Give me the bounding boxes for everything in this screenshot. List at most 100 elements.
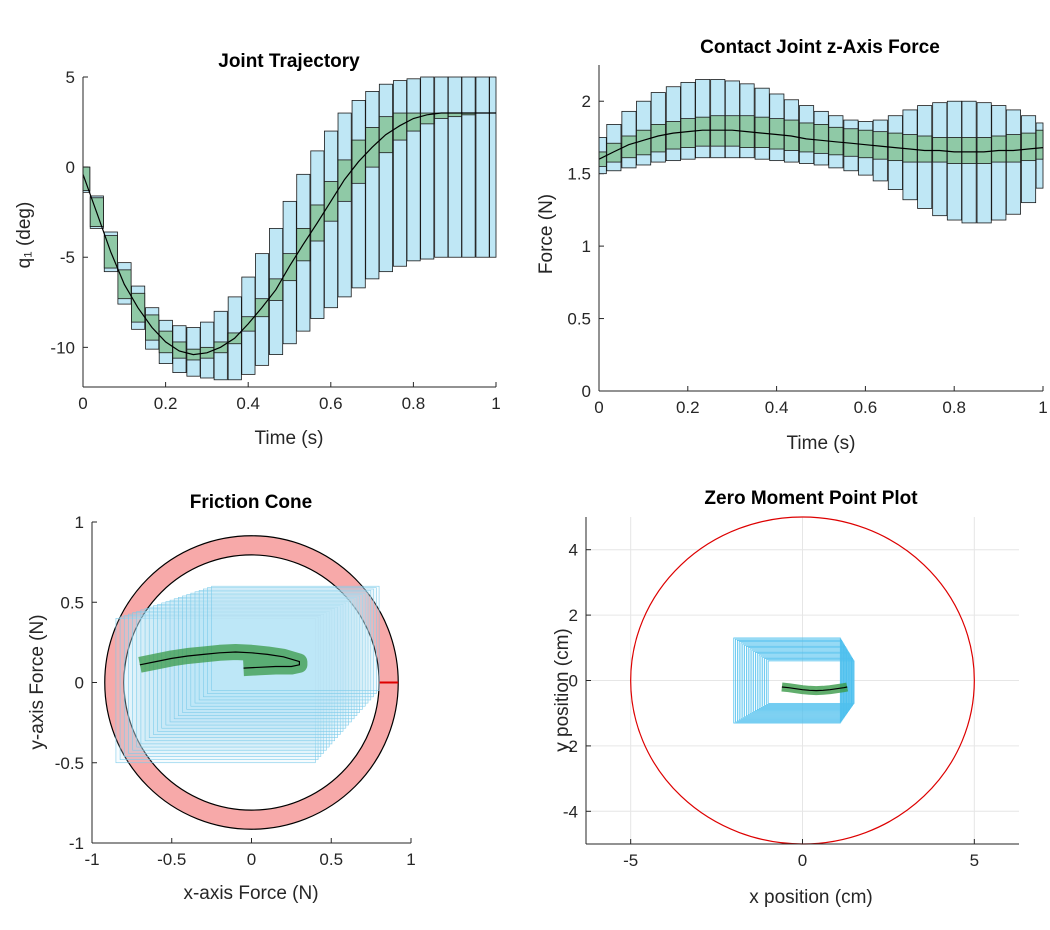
inner-band-segment [813, 124, 829, 154]
y-tick-label: 0 [66, 158, 75, 177]
y-tick-label: -0.5 [55, 754, 84, 773]
y-tick-label: -4 [563, 802, 578, 821]
zmp-envelope-box [762, 656, 853, 707]
y-tick-label: 4 [569, 541, 578, 560]
inner-band-segment [976, 137, 992, 164]
force-envelope [115, 585, 380, 764]
force-envelope-box [211, 585, 380, 691]
inner-band-segment [1021, 132, 1037, 162]
plot-area [82, 76, 497, 388]
outer-band-segment [378, 83, 393, 273]
x-tick-label: 1 [1038, 398, 1047, 417]
force-envelope-box [207, 587, 377, 694]
plot-area [598, 65, 1044, 392]
inner-band-segment [991, 135, 1007, 163]
y-tick-label: 0 [582, 382, 591, 401]
x-tick-label: -5 [623, 851, 638, 870]
y-axis-label: Force (N) [536, 194, 557, 274]
x-tick-label: 0.8 [942, 398, 966, 417]
y-tick-label: -10 [50, 338, 75, 357]
x-axis-label: x-axis Force (N) [183, 883, 318, 904]
x-tick-label: 0.2 [154, 394, 178, 413]
inner-band-segment [606, 142, 622, 163]
y-tick-label: -1 [69, 834, 84, 853]
inner-band-segment [946, 137, 962, 164]
force-envelope-box [136, 611, 330, 748]
inner-band-segment [680, 118, 696, 148]
outer-band-segment [420, 76, 435, 260]
x-tick-label: 0.6 [854, 398, 878, 417]
mean-line [598, 129, 1044, 160]
x-tick-label: 5 [970, 851, 979, 870]
zmp-envelope-box [755, 652, 850, 712]
force-envelope-box [203, 588, 374, 698]
inner-band-segment [1005, 134, 1021, 163]
tick-labels: 0 0.2 0.4 0.6 0.8 1 -10 -5 0 5 [50, 68, 500, 413]
y-tick-label: 0 [569, 672, 578, 691]
x-tick-label: -0.5 [157, 850, 186, 869]
y-tick-label: 1.5 [567, 165, 591, 184]
zmp-envelope-box [742, 643, 845, 719]
x-axis-label: Time (s) [255, 428, 324, 449]
force-envelope-box [132, 612, 327, 751]
y-tick-label: 0.5 [60, 593, 84, 612]
inner-band-segment [337, 159, 352, 202]
tick-labels: 0 0.2 0.4 0.6 0.8 1 0 0.5 1 1.5 2 [567, 92, 1047, 417]
inner-band-segment [636, 129, 652, 156]
zmp-envelope-box [765, 659, 854, 705]
force-trajectory [139, 651, 300, 669]
inner-band-segment [621, 135, 637, 159]
y-axis-label: y position (cm) [552, 628, 573, 752]
contact-force-panel: Contact Joint z-Axis Force 0 0.2 0.4 0.6 0.8… [536, 37, 1048, 454]
outer-band-segment [991, 105, 1007, 221]
y-axis-label: q₁ (deg) [14, 202, 35, 269]
zmp-panel: Zero Moment Point Plot -5 0 5 -4 -2 0 2 4 x pos… [552, 488, 1019, 908]
chart-title: Contact Joint z-Axis Force [700, 37, 940, 58]
inner-band-segment [650, 124, 666, 153]
mean-line [82, 112, 496, 356]
zmp-envelope [733, 637, 855, 724]
outer-band-segment [365, 91, 380, 280]
inner-band-segment [932, 137, 948, 163]
zmp-envelope-box [760, 655, 852, 708]
zmp-envelope-box [764, 658, 854, 706]
plot-area [585, 516, 1019, 845]
x-tick-label: 1 [491, 394, 500, 413]
outer-band-segment [461, 76, 476, 258]
x-tick-label: 1 [406, 850, 415, 869]
zmp-envelope-box [767, 660, 855, 704]
tick-labels: -5 0 5 -4 -2 0 2 4 [563, 541, 979, 870]
zmp-envelope-box [751, 649, 848, 714]
force-envelope-box [140, 609, 333, 745]
x-tick-label: 0 [798, 851, 807, 870]
x-tick-label: 0.6 [319, 394, 343, 413]
zmp-envelope-box [749, 648, 848, 715]
zmp-envelope-box [746, 646, 846, 717]
joint-trajectory-panel: Joint Trajectory 0 0.2 0.4 0.6 0.8 1 -10 -5 0 5 T… [14, 51, 501, 449]
outer-band-segment [392, 80, 407, 267]
x-axis-label: x position (cm) [749, 887, 873, 908]
outer-band-segment [475, 76, 490, 258]
outer-band-segment [337, 112, 352, 298]
inner-band-segment [710, 115, 726, 147]
inner-band-segment [917, 135, 933, 163]
y-tick-label: 0.5 [567, 310, 591, 329]
inner-band-segment [695, 116, 711, 147]
x-tick-label: 0.8 [402, 394, 426, 413]
zmp-envelope-box [735, 638, 842, 723]
zmp-trajectory [781, 686, 848, 692]
x-tick-label: 0 [594, 398, 603, 417]
x-tick-label: 0 [78, 394, 87, 413]
tick-labels: -1 -0.5 0 0.5 1 -1 -0.5 0 0.5 1 [55, 513, 416, 869]
zmp-envelope-box [744, 644, 846, 718]
chart-title: Friction Cone [190, 492, 312, 513]
y-tick-label: 1 [582, 237, 591, 256]
y-tick-label: -5 [60, 248, 75, 267]
zmp-envelope-box [753, 650, 849, 713]
zmp-envelope-box [740, 642, 844, 720]
outer-band-segment [447, 76, 462, 258]
y-tick-label: 2 [582, 92, 591, 111]
inner-band [598, 115, 1044, 167]
inner-band-segment [961, 137, 977, 164]
